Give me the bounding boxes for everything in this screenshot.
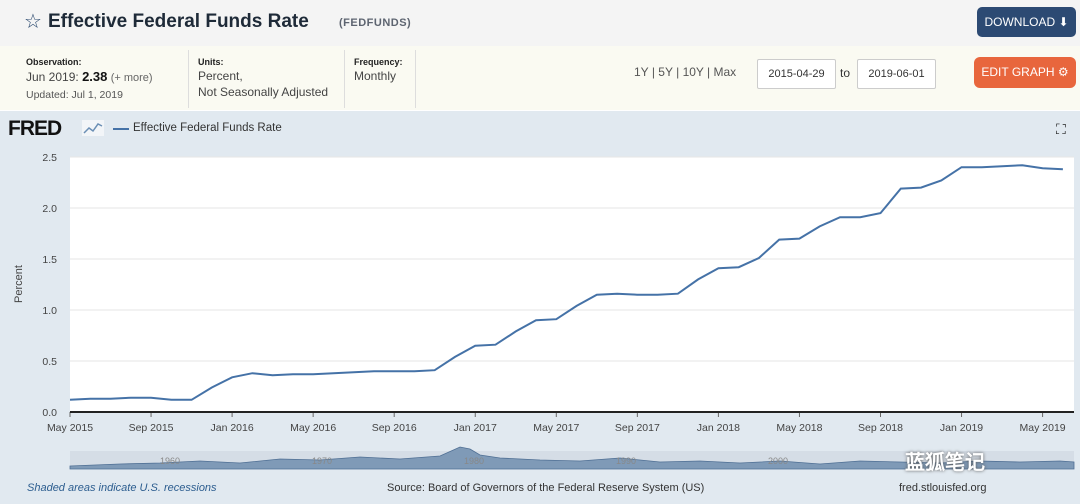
x-tick-label: Sep 2018: [858, 422, 903, 434]
page-title: Effective Federal Funds Rate: [48, 11, 309, 32]
series-id: (FEDFUNDS): [339, 17, 412, 29]
y-tick-label: 2.5: [42, 152, 57, 164]
range-separator: |: [676, 65, 680, 79]
x-tick-label: Sep 2017: [615, 422, 660, 434]
navigator-year-label: 2000: [768, 456, 788, 466]
range-max-link[interactable]: Max: [713, 65, 737, 79]
x-tick-label: May 2016: [290, 422, 336, 434]
navigator-labels: 1960 1970 1980 1990 2000: [160, 456, 788, 466]
navigator-year-label: 1960: [160, 456, 180, 466]
divider: [188, 50, 189, 108]
x-tick-label: Sep 2015: [129, 422, 174, 434]
x-tick-label: Jan 2016: [210, 422, 253, 434]
units-line-1: Percent,: [198, 69, 243, 83]
x-tick-label: May 2015: [47, 422, 93, 434]
navigator-series: [69, 446, 1075, 470]
range-separator: |: [651, 65, 655, 79]
fred-chart-icon: [82, 120, 104, 136]
range-links: 1Y | 5Y | 10Y | Max: [634, 65, 736, 79]
fred-logo: FRED: [8, 117, 62, 140]
x-tick-label: May 2019: [1020, 422, 1066, 434]
x-tick-label: Jan 2018: [697, 422, 740, 434]
frequency-value: Monthly: [354, 69, 397, 83]
observation-value: 2.38: [82, 69, 108, 84]
y-tick-label: 1.0: [42, 305, 57, 317]
divider: [415, 50, 416, 108]
x-tick-label: Sep 2016: [372, 422, 417, 434]
series-line: [69, 164, 1063, 401]
y-axis-ticks: 0.0 0.5 1.0 1.5 2.0 2.5: [42, 152, 57, 419]
download-button[interactable]: DOWNLOAD ⬇: [977, 7, 1076, 37]
recession-note-link[interactable]: Shaded areas indicate U.S. recessions: [27, 482, 217, 494]
range-5y-link[interactable]: 5Y: [658, 65, 673, 79]
y-tick-label: 1.5: [42, 254, 57, 266]
observation-more-link[interactable]: (+ more): [110, 72, 153, 84]
updated-date: Updated: Jul 1, 2019: [26, 89, 123, 101]
star-icon[interactable]: ☆: [24, 9, 42, 33]
fullscreen-icon[interactable]: ⛶: [1056, 122, 1066, 138]
x-axis-ticks: May 2015 Sep 2015 Jan 2016 May 2016 Sep 2016…: [47, 412, 1066, 434]
y-tick-label: 0.5: [42, 356, 57, 368]
y-tick-label: 2.0: [42, 203, 57, 215]
end-date-input[interactable]: 2019-06-01: [857, 59, 936, 89]
range-1y-link[interactable]: 1Y: [634, 65, 649, 79]
watermark: 蓝狐笔记: [905, 452, 985, 474]
start-date-input[interactable]: 2015-04-29: [757, 59, 836, 89]
source-url[interactable]: fred.stlouisfed.org: [899, 482, 987, 494]
source-text: Source: Board of Governors of the Federa…: [387, 482, 705, 494]
legend-label: Effective Federal Funds Rate: [133, 122, 282, 134]
range-separator: |: [707, 65, 711, 79]
legend-swatch: [113, 128, 129, 130]
navigator-year-label: 1990: [616, 456, 636, 466]
units-label: Units:: [198, 57, 224, 67]
frequency-label: Frequency:: [354, 57, 403, 67]
navigator-year-label: 1980: [464, 456, 484, 466]
observation-period: Jun 2019:: [26, 70, 79, 84]
divider: [344, 50, 345, 108]
line-chart: 0.0 0.5 1.0 1.5 2.0 2.5 May 2015 Sep 2015 Jan 2…: [13, 152, 1075, 470]
x-tick-label: May 2018: [776, 422, 822, 434]
y-tick-label: 0.0: [42, 407, 57, 419]
plot-area: [70, 157, 1074, 412]
header-bar: [0, 0, 1080, 46]
observation-line: Jun 2019: 2.38 (+ more): [26, 69, 153, 84]
edit-graph-button[interactable]: EDIT GRAPH ⚙: [974, 57, 1076, 88]
x-tick-label: May 2017: [533, 422, 579, 434]
x-tick-label: Jan 2017: [454, 422, 497, 434]
y-axis-label: Percent: [13, 265, 25, 303]
navigator-year-label: 1970: [312, 456, 332, 466]
range-10y-link[interactable]: 10Y: [682, 65, 704, 79]
observation-label: Observation:: [26, 57, 82, 67]
x-tick-label: Jan 2019: [940, 422, 983, 434]
units-line-2: Not Seasonally Adjusted: [198, 85, 329, 99]
to-label: to: [840, 66, 851, 80]
